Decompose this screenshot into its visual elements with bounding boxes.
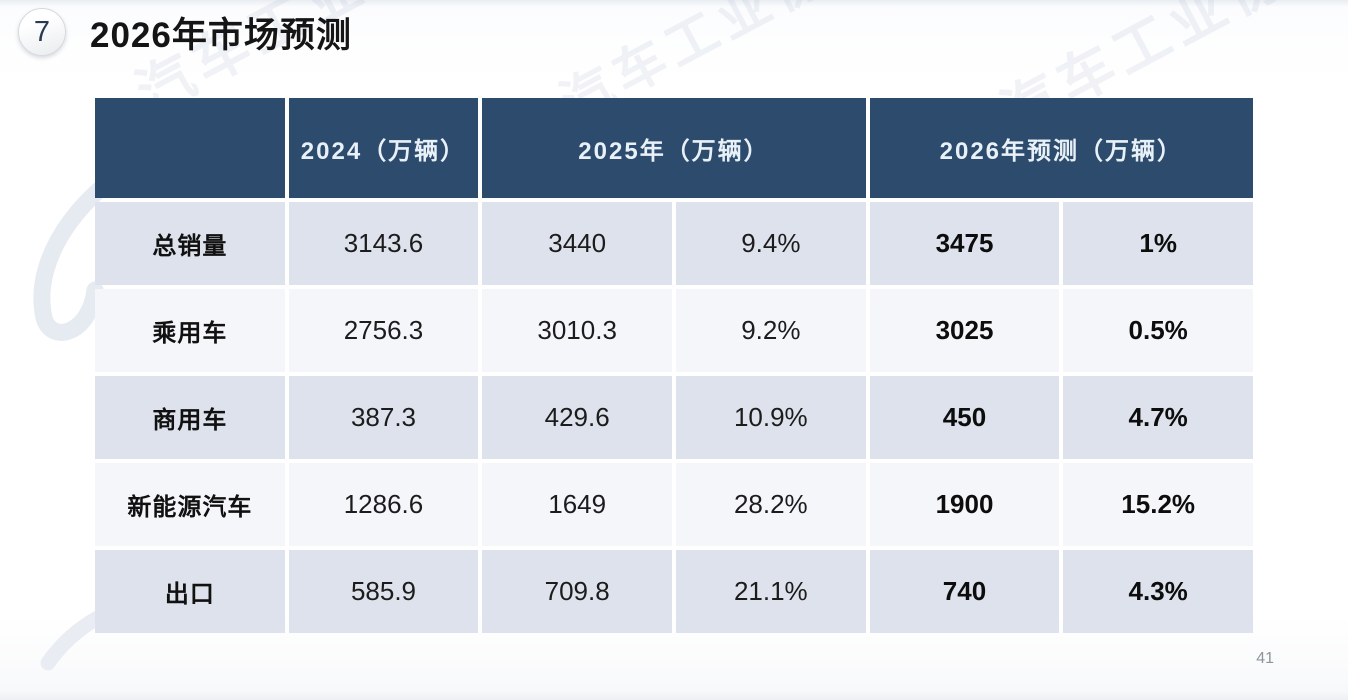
cell-2026-value: 1900 (869, 463, 1060, 546)
row-label: 商用车 (95, 376, 285, 459)
header-cell-2024: 2024（万辆） (288, 98, 479, 198)
row-label: 新能源汽车 (95, 463, 285, 546)
cell-2026-growth: 0.5% (1063, 289, 1253, 372)
cell-2025-value: 1649 (482, 463, 672, 546)
cell-2026-value: 450 (869, 376, 1060, 459)
cell-2026-value: 740 (869, 550, 1060, 633)
header-cell-2026: 2026年预测（万辆） (869, 98, 1253, 198)
cell-2025-value: 429.6 (482, 376, 672, 459)
row-label: 乘用车 (95, 289, 285, 372)
badge-number: 7 (33, 15, 51, 48)
cell-2026-growth: 1% (1063, 202, 1253, 285)
cell-2024-value: 387.3 (288, 376, 479, 459)
cell-2026-value: 3025 (869, 289, 1060, 372)
section-number-badge: 7 (18, 8, 66, 56)
cell-2026-value: 3475 (869, 202, 1060, 285)
cell-2025-value: 3440 (482, 202, 672, 285)
cell-2025-growth: 9.2% (676, 289, 866, 372)
cell-2026-growth: 4.3% (1063, 550, 1253, 633)
cell-2024-value: 1286.6 (288, 463, 479, 546)
page-number: 41 (1256, 650, 1274, 667)
cell-2024-value: 3143.6 (288, 202, 479, 285)
cell-2025-growth: 21.1% (676, 550, 866, 633)
cell-2024-value: 585.9 (288, 550, 479, 633)
bottom-edge-shade (0, 691, 1348, 700)
forecast-table: 2024（万辆） 2025年（万辆） 2026年预测（万辆） 总销量 3143.… (95, 98, 1253, 633)
header-cell-empty (95, 98, 285, 198)
header-cell-2025: 2025年（万辆） (482, 98, 866, 198)
slide-header: 7 2026年市场预测 (18, 8, 352, 56)
cell-2025-value: 709.8 (482, 550, 672, 633)
row-label: 总销量 (95, 202, 285, 285)
cell-2024-value: 2756.3 (288, 289, 479, 372)
row-label: 出口 (95, 550, 285, 633)
cell-2025-growth: 9.4% (676, 202, 866, 285)
page-title: 2026年市场预测 (90, 15, 352, 55)
cell-2025-growth: 10.9% (676, 376, 866, 459)
cell-2026-growth: 4.7% (1063, 376, 1253, 459)
cell-2026-growth: 15.2% (1063, 463, 1253, 546)
cell-2025-value: 3010.3 (482, 289, 672, 372)
cell-2025-growth: 28.2% (676, 463, 866, 546)
